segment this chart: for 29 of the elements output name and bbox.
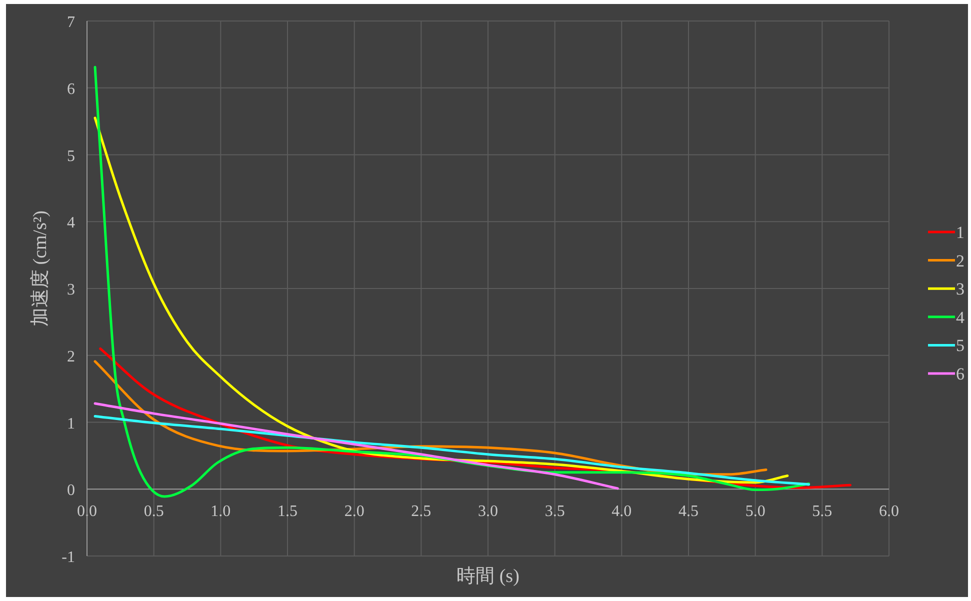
y-tick-label: 3: [67, 282, 75, 298]
legend-label: 1: [956, 223, 964, 242]
legend-label: 6: [956, 364, 964, 384]
x-tick-label: 0.5: [144, 503, 164, 520]
x-tick-label: 2.0: [344, 503, 364, 520]
x-tick-label: 1.5: [278, 503, 298, 520]
x-tick-label: 4.5: [678, 503, 698, 520]
x-tick-label: 1.0: [210, 503, 231, 520]
y-tick-label: 1: [67, 415, 75, 432]
x-tick-label: 5.0: [745, 503, 766, 520]
x-tick-label: 3.0: [478, 503, 498, 520]
x-tick-label: 6.0: [879, 503, 899, 520]
legend-label: 3: [956, 280, 964, 299]
legend-label: 2: [956, 251, 964, 270]
y-tick-label: -1: [62, 549, 75, 566]
x-tick-label: 4.0: [612, 503, 632, 520]
y-tick-label: 6: [67, 80, 75, 98]
x-tick-label: 2.5: [411, 503, 432, 520]
y-tick-label: 7: [67, 14, 75, 31]
legend-label: 5: [956, 336, 964, 356]
y-tick-label: 5: [67, 148, 75, 165]
x-axis-title: 時間 (s): [456, 566, 520, 587]
legend-label: 4: [956, 308, 965, 327]
y-tick-label: 0: [67, 482, 75, 500]
y-axis-title: 加速度 (cm/s²): [29, 210, 51, 326]
y-tick-label: 4: [67, 214, 75, 232]
x-tick-label: 3.5: [544, 503, 565, 520]
x-tick-label: 5.5: [812, 503, 832, 520]
y-tick-label: 2: [67, 348, 75, 366]
